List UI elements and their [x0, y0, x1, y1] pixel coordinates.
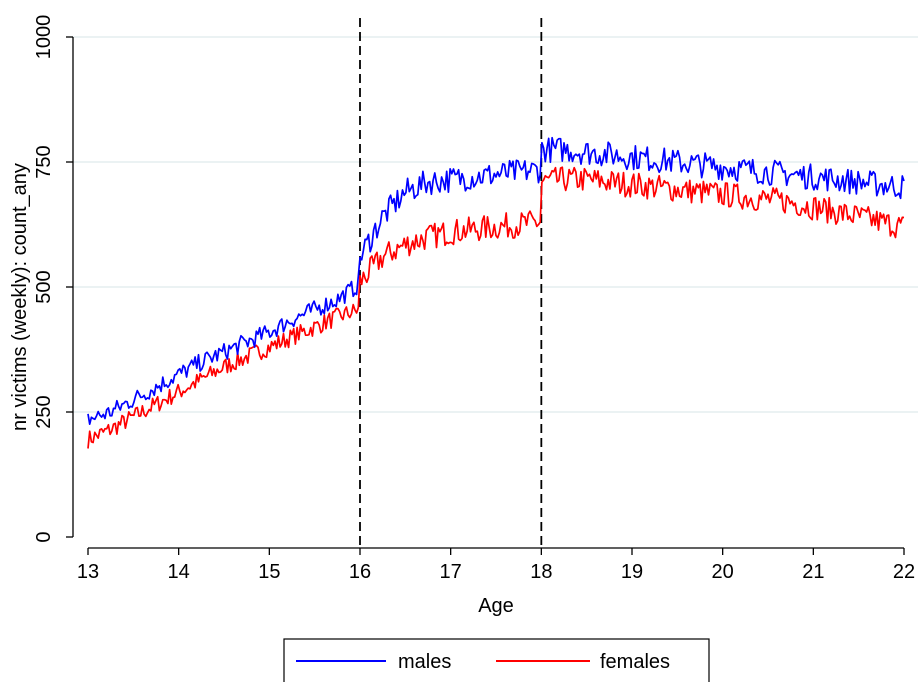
axes: 0 250 500 750 1000 13 14 15 16 17 18 19 20 21 22 [33, 15, 915, 583]
gridlines [73, 36, 918, 413]
x-tick-label-18: 18 [530, 561, 552, 583]
x-tick-label-13: 13 [77, 561, 99, 583]
x-tick-label-22: 22 [893, 561, 915, 583]
series-line-females [87, 166, 905, 449]
y-tick-label-250: 250 [33, 395, 55, 428]
y-axis-title: nr victims (weekly): count_any [9, 163, 31, 431]
x-tick-label-17: 17 [440, 561, 462, 583]
legend: males females [283, 638, 710, 682]
y-tick-label-1000: 1000 [33, 15, 55, 60]
y-tick-label-750: 750 [33, 145, 55, 178]
x-tick-label-20: 20 [712, 561, 734, 583]
y-tick-label-0: 0 [33, 531, 55, 542]
x-tick-label-16: 16 [349, 561, 371, 583]
x-tick-label-15: 15 [258, 561, 280, 583]
series-line-males [87, 136, 905, 426]
y-tick-label-500: 500 [33, 270, 55, 303]
x-tick-label-14: 14 [168, 561, 190, 583]
x-axis-title: Age [478, 595, 514, 617]
x-tick-label-19: 19 [621, 561, 643, 583]
legend-label-females: females [600, 651, 670, 673]
x-tick-label-21: 21 [802, 561, 824, 583]
series-lines [87, 136, 905, 449]
reference-lines [359, 18, 543, 548]
legend-label-males: males [398, 651, 451, 673]
